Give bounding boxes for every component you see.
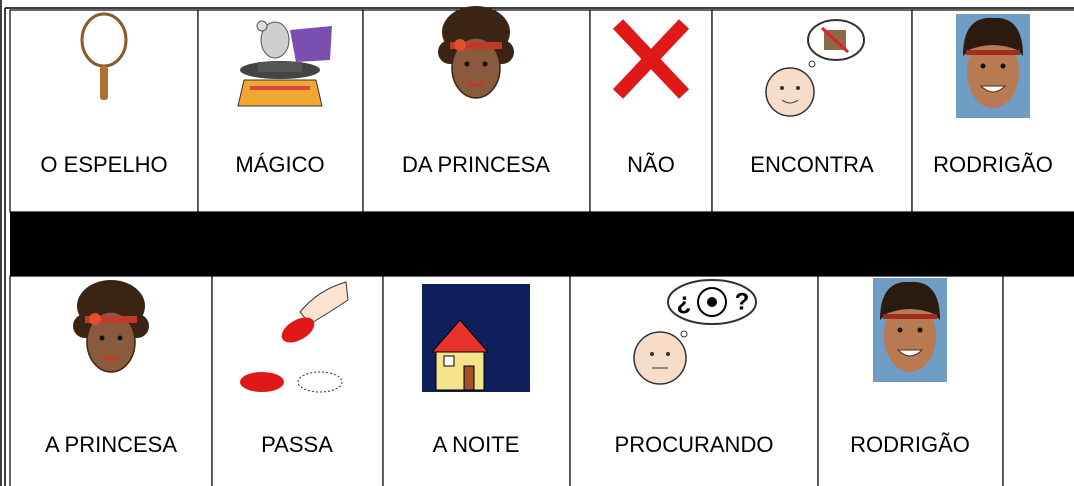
row	[9, 9, 1074, 213]
mirror-icon	[80, 12, 128, 100]
cell-label: PASSA	[261, 432, 333, 457]
bubble-glyph: ?	[735, 288, 750, 315]
cell	[589, 9, 713, 213]
cell-label: O ESPELHO	[40, 152, 167, 177]
pass-icon	[240, 281, 349, 393]
cell-label: RODRIGÃO	[850, 432, 970, 457]
find-icon	[765, 19, 865, 117]
cell-label: A NOITE	[433, 432, 520, 457]
cell-label: DA PRINCESA	[402, 152, 550, 177]
night-icon	[422, 284, 530, 392]
cell-label: ENCONTRA	[750, 152, 874, 177]
cell-label: PROCURANDO	[615, 432, 774, 457]
cell-label: A PRINCESA	[45, 432, 177, 457]
no-icon	[612, 19, 690, 99]
cell-label: RODRIGÃO	[933, 152, 1053, 177]
separator-bar	[10, 212, 1074, 276]
searching-icon: ¿ ?	[633, 279, 757, 385]
cell	[1002, 275, 1074, 486]
cell-label: NÃO	[627, 152, 675, 177]
man-photo	[872, 277, 948, 383]
bubble-glyph: ¿	[677, 288, 692, 315]
magic-hat-icon	[237, 20, 332, 107]
cell-label: MÁGICO	[235, 152, 324, 177]
man-photo	[955, 13, 1031, 119]
